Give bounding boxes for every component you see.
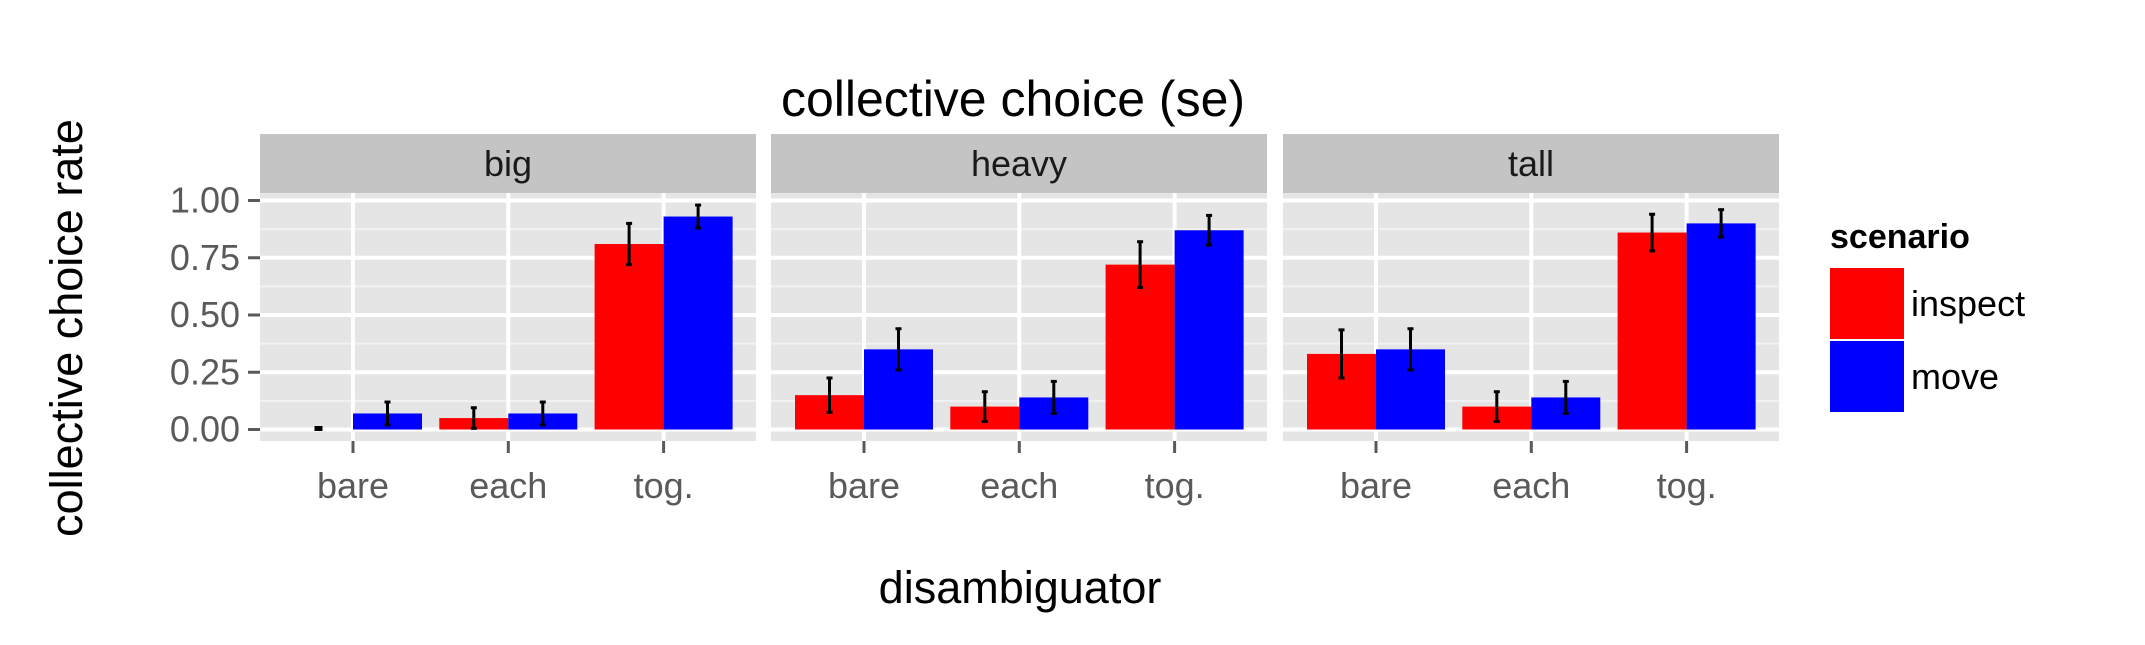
facet-strip [771,134,1267,193]
facet-heavy: heavy bare each tog. [771,134,1267,506]
facet-strip-label: tall [1508,143,1554,184]
facet-strip [1283,134,1779,193]
bar-inspect-tog. [594,244,664,430]
x-tick-label: tog. [634,465,694,506]
x-axis-title: disambiguator [879,562,1162,613]
legend-key-inspect [1830,268,1904,339]
facet-panels: big bare each tog. heavy bare each tog. tall bare… [260,134,1779,506]
bar-inspect-tog. [1617,232,1687,430]
legend-key-move [1830,341,1904,412]
y-tick-label: 0.50 [170,294,240,335]
x-tick-label: bare [317,465,389,506]
x-tick-label: each [1492,465,1570,506]
x-tick-label: each [469,465,547,506]
bar-move-tog. [663,216,733,430]
legend: scenario inspect move [1830,218,2025,412]
facet-big: big bare each tog. [260,134,756,506]
y-axis: 0.00 0.25 0.50 0.75 1.00 [170,180,260,450]
facet-strip-label: heavy [971,143,1067,184]
y-tick-label: 0.25 [170,351,240,392]
y-axis-title: collective choice rate [41,119,92,537]
legend-label-move: move [1911,356,1999,397]
y-tick-label: 0.75 [170,237,240,278]
chart-title: collective choice (se) [781,71,1245,127]
legend-title: scenario [1830,218,1970,256]
x-tick-label: tog. [1657,465,1717,506]
bar-move-tog. [1686,223,1756,430]
x-tick-label: bare [1340,465,1412,506]
facet-tall: tall bare each tog. [1283,134,1779,506]
bar-move-tog. [1174,230,1244,430]
x-tick-label: bare [828,465,900,506]
bar-inspect-tog. [1105,264,1175,430]
facet-strip-label: big [484,143,532,184]
x-tick-label: each [980,465,1058,506]
legend-label-inspect: inspect [1911,283,2025,324]
facet-strip [260,134,756,193]
y-tick-label: 1.00 [170,180,240,221]
y-tick-label: 0.00 [170,409,240,450]
x-tick-label: tog. [1145,465,1205,506]
